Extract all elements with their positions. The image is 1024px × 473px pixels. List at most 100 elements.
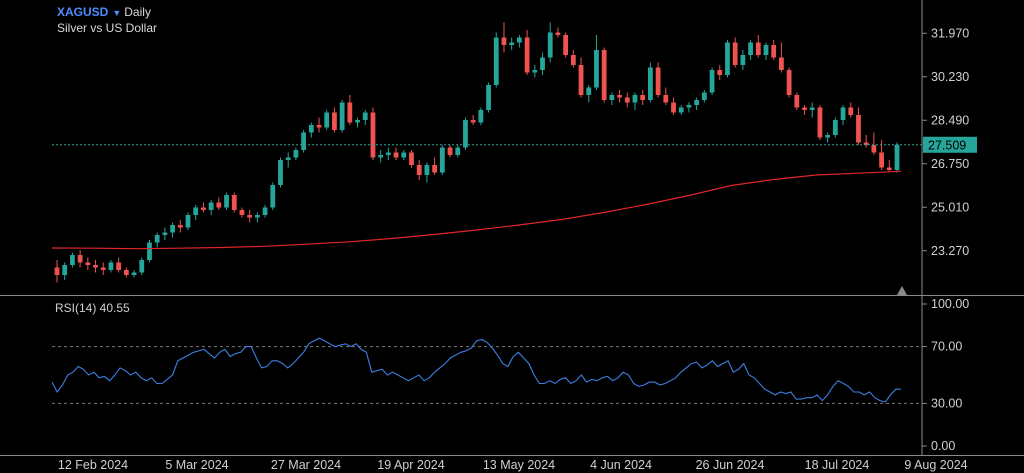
candle-62 <box>532 70 538 73</box>
candle-35 <box>324 112 330 128</box>
rsi-tick-label-3: 0.00 <box>931 439 955 453</box>
last-price-label: 27.509 <box>928 138 966 152</box>
candle-6 <box>100 267 106 270</box>
candle-5 <box>93 265 98 268</box>
candle-4 <box>85 262 91 265</box>
candle-26 <box>254 215 260 218</box>
symbol-description: Silver vs US Dollar <box>57 21 158 35</box>
x-tick-label-4: 13 May 2024 <box>483 458 555 472</box>
candle-84 <box>701 92 707 100</box>
candle-1 <box>62 265 68 275</box>
candle-38 <box>347 102 353 123</box>
candle-76 <box>640 95 646 100</box>
candle-88 <box>732 42 738 65</box>
candle-97 <box>802 107 807 110</box>
candle-80 <box>671 102 676 113</box>
candle-31 <box>293 150 299 158</box>
candle-27 <box>262 207 268 215</box>
candle-32 <box>301 132 306 150</box>
candle-49 <box>432 165 438 173</box>
candle-10 <box>131 272 137 275</box>
candle-100 <box>825 135 831 138</box>
candle-83 <box>694 100 700 105</box>
candle-67 <box>570 55 576 65</box>
candle-58 <box>501 37 507 45</box>
candle-87 <box>725 42 730 75</box>
candle-96 <box>794 95 800 108</box>
candle-86 <box>717 70 723 75</box>
candle-51 <box>447 147 453 155</box>
candle-14 <box>162 232 168 235</box>
candle-30 <box>285 157 291 160</box>
candle-66 <box>563 35 569 55</box>
candle-103 <box>848 107 854 115</box>
candle-41 <box>370 112 376 158</box>
candle-39 <box>355 120 360 123</box>
last-price-badge <box>923 136 977 153</box>
candle-54 <box>470 120 476 123</box>
x-tick-label-2: 27 Mar 2024 <box>271 458 341 472</box>
candle-57 <box>493 37 499 85</box>
candle-28 <box>270 185 276 208</box>
candle-15 <box>170 225 175 233</box>
candle-102 <box>840 107 846 120</box>
candle-36 <box>332 112 337 130</box>
candle-53 <box>463 120 468 148</box>
candle-93 <box>771 45 777 58</box>
candle-13 <box>154 235 160 243</box>
candle-9 <box>123 270 129 275</box>
candle-8 <box>116 262 122 270</box>
candle-21 <box>216 202 222 208</box>
candle-50 <box>439 147 445 173</box>
candle-0 <box>54 267 60 275</box>
candle-22 <box>224 195 229 208</box>
symbol-row: XAGUSD ▼ Daily <box>57 5 151 19</box>
candle-75 <box>632 95 638 103</box>
candle-107 <box>879 152 884 168</box>
x-tick-label-7: 18 Jul 2024 <box>805 458 870 472</box>
candle-2 <box>70 255 75 265</box>
timeframe-label[interactable]: Daily <box>124 5 151 19</box>
candle-43 <box>385 152 391 155</box>
price-tick-label-4: 25.010 <box>931 200 969 214</box>
candle-70 <box>594 50 599 88</box>
candle-108 <box>886 167 892 170</box>
candle-18 <box>193 207 199 215</box>
price-tick-label-5: 23.270 <box>931 244 969 258</box>
candle-90 <box>748 42 753 55</box>
candle-12 <box>147 242 152 260</box>
candle-7 <box>108 262 114 270</box>
rsi-label: RSI(14) 40.55 <box>55 301 130 315</box>
candle-77 <box>648 67 653 100</box>
candle-63 <box>540 57 545 70</box>
candle-3 <box>77 255 83 263</box>
candle-105 <box>863 142 869 145</box>
candle-104 <box>856 115 861 143</box>
candle-19 <box>201 207 206 210</box>
candle-99 <box>817 107 823 138</box>
candle-74 <box>624 97 630 103</box>
candle-59 <box>509 42 515 45</box>
candle-109 <box>894 144 900 170</box>
candle-79 <box>663 95 669 103</box>
candle-92 <box>763 45 769 55</box>
price-tick-label-0: 31.970 <box>931 26 969 40</box>
price-tick-label-3: 26.750 <box>931 157 969 171</box>
candle-94 <box>779 57 784 70</box>
candle-56 <box>486 85 491 110</box>
candle-82 <box>686 105 692 108</box>
scroll-marker-icon <box>897 286 907 295</box>
candle-72 <box>609 95 615 100</box>
candle-47 <box>416 165 422 175</box>
price-tick-label-1: 30.230 <box>931 70 969 84</box>
symbol-label[interactable]: XAGUSD <box>57 5 109 19</box>
candle-29 <box>278 160 283 185</box>
candle-11 <box>139 260 145 273</box>
caret-down-icon[interactable]: ▼ <box>112 8 122 18</box>
rsi-tick-label-2: 30.00 <box>931 396 962 410</box>
x-tick-label-1: 5 Mar 2024 <box>165 458 228 472</box>
candle-65 <box>555 32 561 35</box>
x-tick-label-8: 9 Aug 2024 <box>904 458 967 472</box>
candle-45 <box>401 152 407 158</box>
